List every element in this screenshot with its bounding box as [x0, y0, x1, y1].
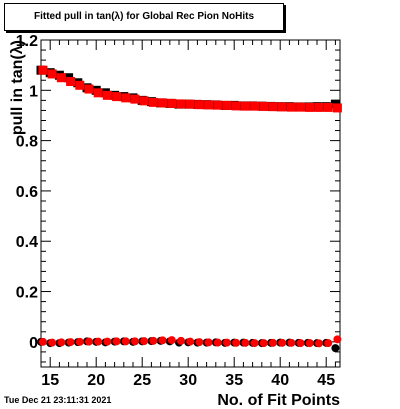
- data-point-square: [38, 65, 48, 75]
- data-point-circle: [103, 337, 112, 346]
- data-point-circle: [259, 339, 268, 348]
- data-point-circle: [195, 338, 204, 347]
- y-tick-label: 0.2: [16, 285, 38, 302]
- data-point-square: [56, 73, 66, 83]
- data-point-circle: [296, 339, 305, 348]
- data-point-square: [112, 92, 122, 102]
- data-point-square: [148, 97, 158, 107]
- data-point-square: [323, 102, 333, 112]
- x-axis-title: No. of Fit Points: [217, 392, 340, 409]
- data-point-square: [240, 101, 250, 111]
- data-point-circle: [140, 337, 149, 346]
- y-tick-label: 0.4: [16, 234, 38, 251]
- data-point-circle: [39, 337, 47, 346]
- data-point-circle: [315, 339, 323, 348]
- data-point-square: [139, 96, 149, 106]
- chart-title: Fitted pull in tan(λ) for Global Rec Pio…: [34, 11, 254, 22]
- data-point-circle: [149, 336, 158, 345]
- data-point-square: [286, 102, 296, 112]
- data-point-square: [84, 84, 94, 94]
- data-point-circle: [269, 338, 277, 347]
- plot-frame: [40, 39, 341, 368]
- data-point-circle: [204, 338, 213, 347]
- y-tick-label: 1: [29, 83, 38, 100]
- data-point-square: [231, 101, 241, 111]
- data-point-circle: [287, 338, 296, 347]
- data-point-square: [176, 99, 186, 109]
- data-point-circle: [241, 338, 250, 347]
- data-point-circle: [158, 336, 167, 345]
- x-tick-label: 45: [317, 372, 335, 389]
- x-tick-label: 40: [271, 372, 289, 389]
- data-point-circle: [167, 336, 176, 345]
- data-point-circle: [333, 335, 342, 344]
- data-point-square: [121, 93, 131, 103]
- data-point-square: [158, 98, 168, 108]
- data-point-square: [259, 101, 269, 111]
- data-point-square: [93, 88, 103, 98]
- data-point-circle: [48, 338, 57, 347]
- timestamp: Tue Dec 21 23:11:31 2021: [4, 395, 112, 405]
- data-point-square: [47, 69, 57, 79]
- x-tick-label: 35: [225, 372, 243, 389]
- y-axis-title: pull in tan(λ): [9, 40, 26, 135]
- data-point-circle: [75, 337, 84, 346]
- data-point-circle: [121, 337, 130, 346]
- data-point-square: [167, 98, 177, 108]
- data-point-circle: [278, 338, 287, 347]
- data-point-square: [277, 102, 287, 112]
- data-point-circle: [324, 339, 333, 348]
- data-point-circle: [250, 339, 259, 348]
- data-point-square: [66, 77, 76, 87]
- data-point-circle: [112, 337, 121, 346]
- data-point-square: [130, 94, 140, 104]
- title-box: Fitted pull in tan(λ) for Global Rec Pio…: [4, 3, 284, 31]
- x-tick-label: 20: [87, 372, 105, 389]
- data-point-square: [222, 100, 232, 110]
- data-point-square: [314, 102, 324, 112]
- x-tick-label: 30: [179, 372, 197, 389]
- y-tick-label: 0: [29, 335, 38, 352]
- data-markers: [36, 65, 342, 353]
- data-point-square: [185, 99, 195, 109]
- data-point-circle: [85, 337, 93, 346]
- data-point-circle: [66, 338, 75, 347]
- data-point-square: [305, 102, 315, 112]
- data-point-circle: [131, 337, 139, 346]
- data-point-square: [250, 101, 260, 111]
- data-point-circle: [186, 337, 195, 346]
- data-point-square: [213, 100, 223, 110]
- data-point-circle: [57, 338, 66, 347]
- data-point-circle: [223, 338, 231, 347]
- data-point-circle: [232, 338, 241, 347]
- data-point-circle: [213, 338, 222, 347]
- y-tick-label: 1.2: [16, 33, 38, 50]
- data-point-square: [296, 102, 306, 112]
- tick-labels: 15 20 25 30 35 40 45 0 0.2 0.4 0.6 0.8 1 1.2: [16, 33, 335, 389]
- y-tick-label: 0.8: [16, 134, 38, 151]
- x-tick-label: 15: [41, 372, 59, 389]
- data-point-square: [332, 103, 342, 113]
- data-point-circle: [94, 337, 103, 346]
- data-point-circle: [177, 336, 185, 345]
- data-point-square: [194, 100, 204, 110]
- x-tick-label: 25: [133, 372, 151, 389]
- data-point-circle: [331, 344, 340, 353]
- data-point-square: [268, 102, 278, 112]
- data-point-square: [75, 80, 85, 90]
- data-point-square: [102, 90, 112, 100]
- data-point-square: [204, 100, 214, 110]
- data-point-circle: [305, 339, 314, 348]
- y-tick-label: 0.6: [16, 184, 38, 201]
